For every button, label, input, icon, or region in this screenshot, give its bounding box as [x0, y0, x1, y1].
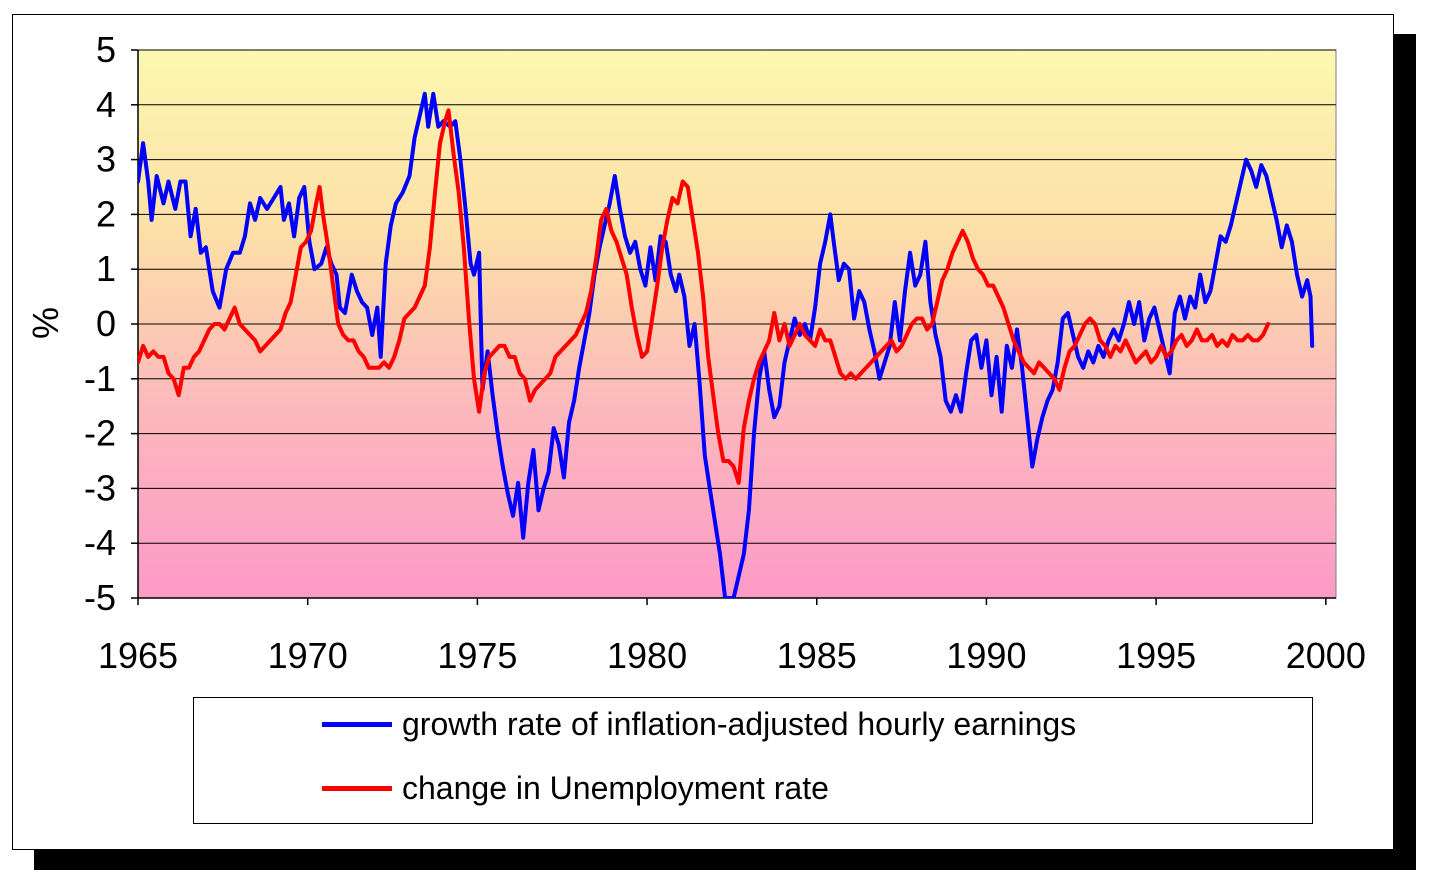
y-tick-label: 4	[96, 84, 116, 125]
x-tick-label: 1965	[98, 635, 178, 676]
legend-swatch-earnings	[322, 721, 392, 727]
legend: growth rate of inflation-adjusted hourly…	[193, 697, 1313, 824]
series-lines	[138, 91, 1315, 598]
x-tick-label: 2000	[1286, 635, 1366, 676]
legend-label-unemployment: change in Unemployment rate	[402, 769, 829, 806]
y-tick-label: -2	[84, 413, 116, 454]
x-tick-label: 1995	[1116, 635, 1196, 676]
x-tick-label: 1985	[777, 635, 857, 676]
series-line-unemployment	[138, 108, 1271, 485]
y-tick-label: 2	[96, 193, 116, 234]
axes: 5 4 3 2 1 0 -1 -2 -3 -4 -5 1965 1970 1975 1980 1985 1990…	[84, 29, 1366, 676]
x-tick-label: 1975	[437, 635, 517, 676]
legend-swatch-unemployment	[322, 785, 392, 791]
legend-entry-earnings: growth rate of inflation-adjusted hourly…	[322, 704, 1076, 744]
series-line-earnings	[138, 91, 1315, 598]
y-tick-label: 0	[96, 303, 116, 344]
y-tick-label: 1	[96, 248, 116, 289]
y-axis-title: %	[25, 307, 66, 339]
x-tick-label: 1980	[607, 635, 687, 676]
y-tick-label: -3	[84, 467, 116, 508]
y-tick-label: -5	[84, 577, 116, 618]
legend-entry-unemployment: change in Unemployment rate	[322, 768, 829, 808]
y-tick-label: 3	[96, 139, 116, 180]
legend-label-earnings: growth rate of inflation-adjusted hourly…	[402, 705, 1077, 742]
y-tick-label: 5	[96, 29, 116, 70]
y-tick-label: -1	[84, 358, 116, 399]
y-tick-label: -4	[84, 522, 116, 563]
x-tick-label: 1970	[268, 635, 348, 676]
x-tick-label: 1990	[946, 635, 1026, 676]
